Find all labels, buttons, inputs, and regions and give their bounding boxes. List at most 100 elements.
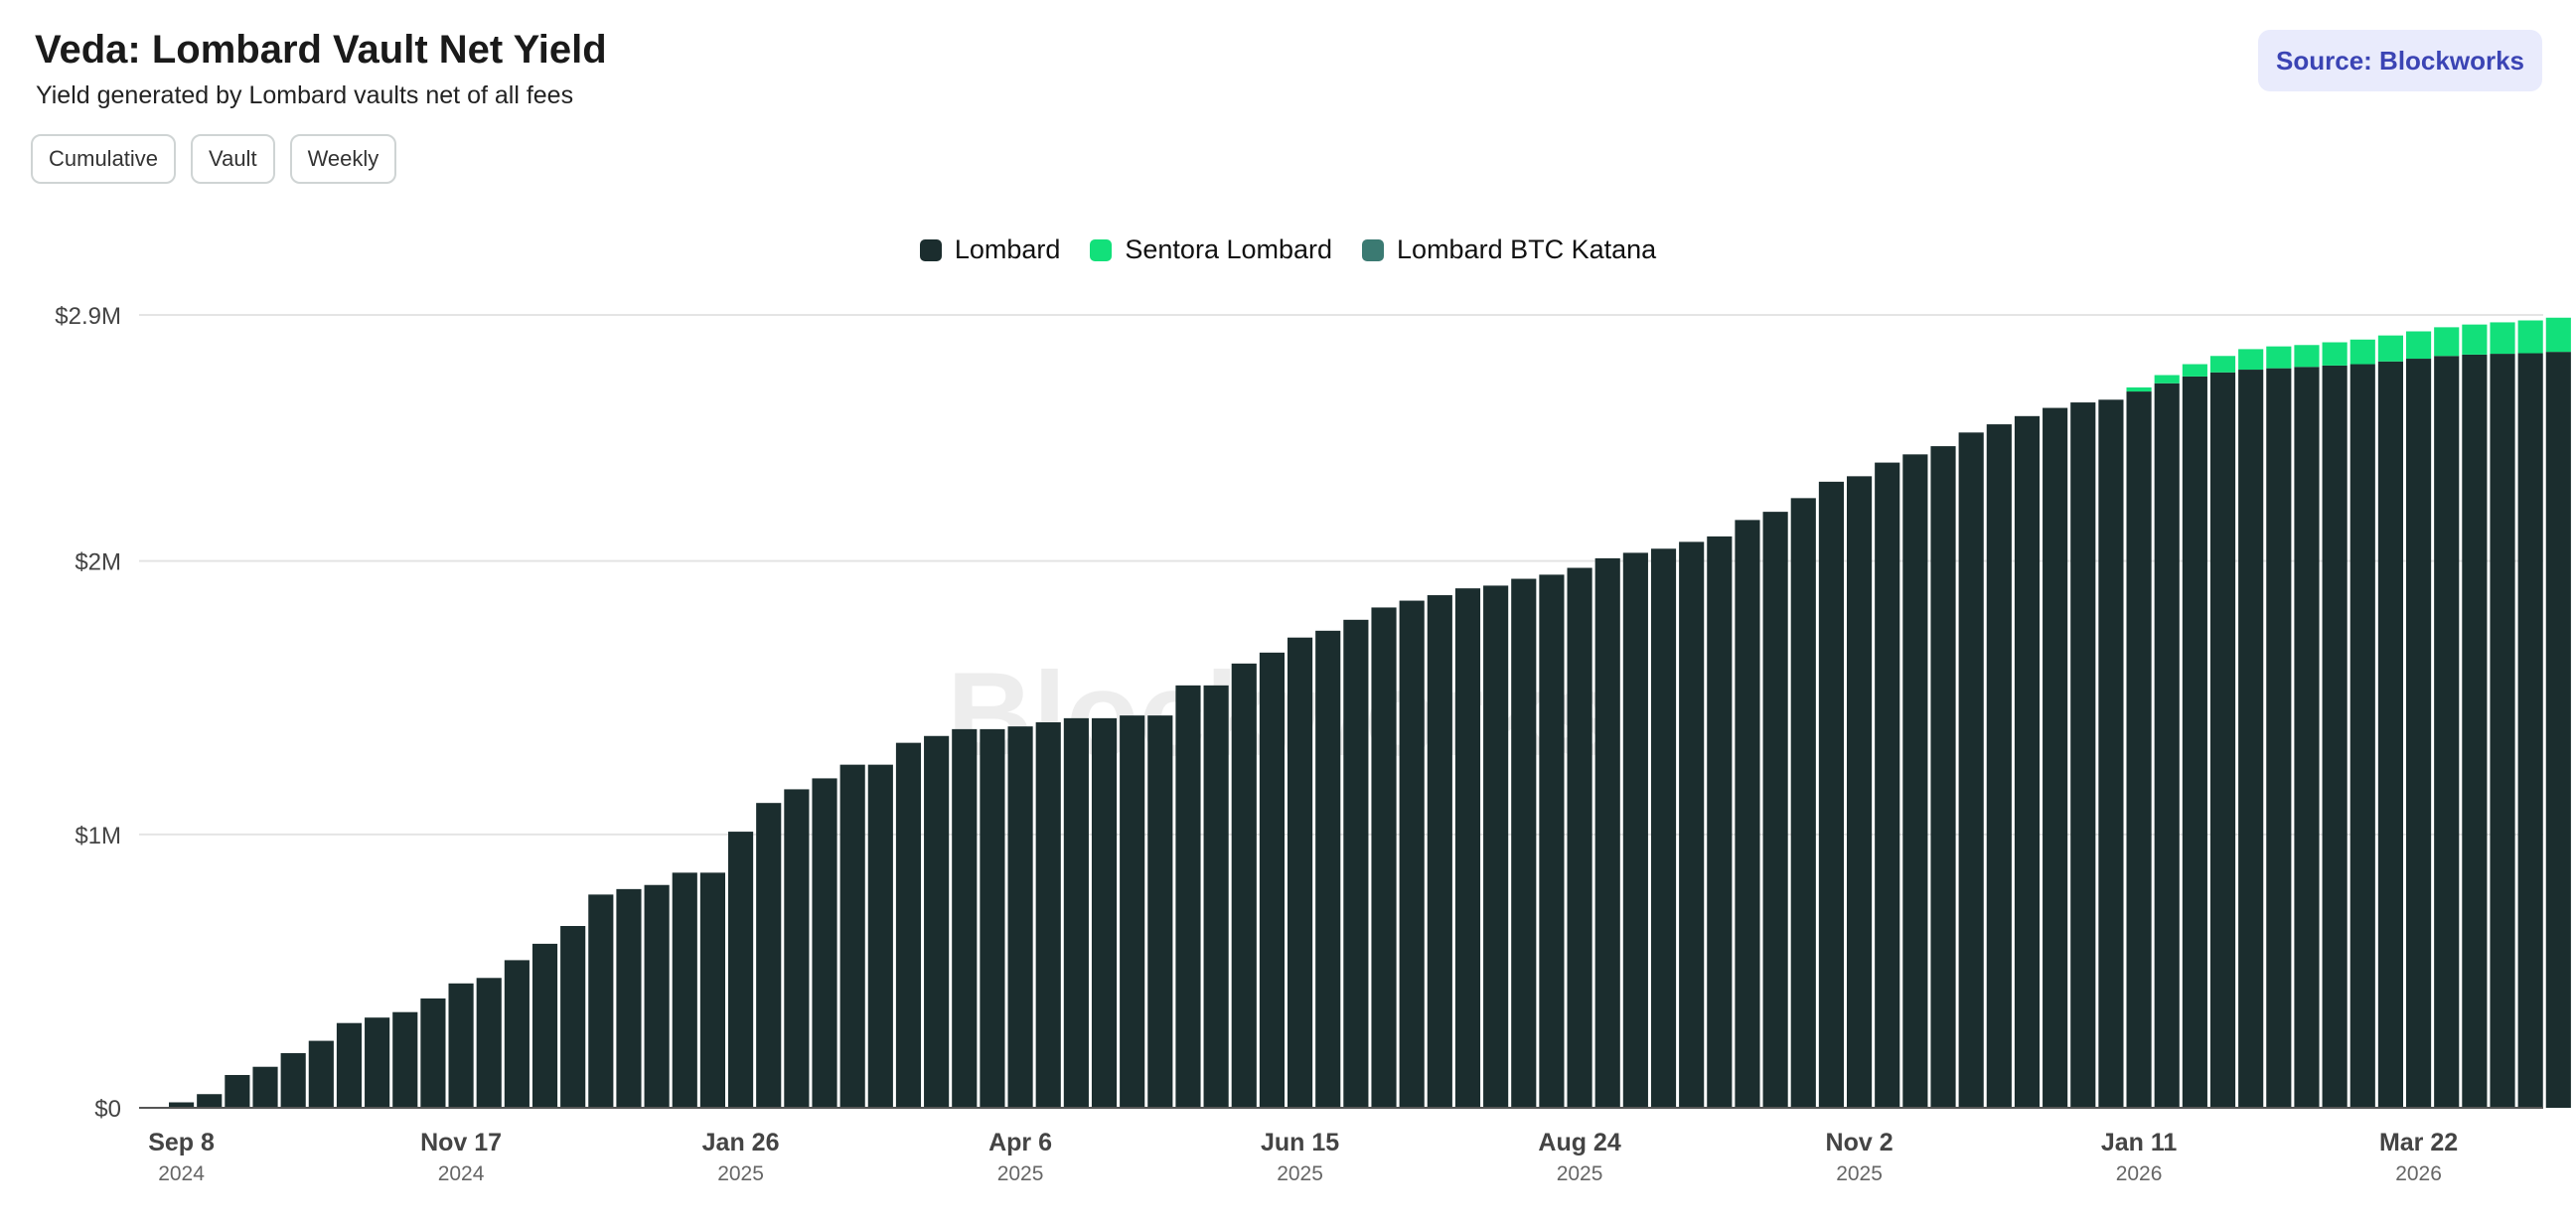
bar-lombard	[812, 778, 837, 1108]
bar-lombard	[784, 789, 810, 1108]
bar-lombard	[644, 884, 670, 1108]
y-tick-label: $2.9M	[55, 303, 121, 330]
legend-swatch-lombard-btc-katana	[1362, 238, 1385, 261]
bar-sentora-lombard	[2434, 327, 2460, 357]
weekly-button[interactable]: Weekly	[289, 134, 397, 184]
source-badge[interactable]: Source: Blockworks	[2258, 30, 2542, 91]
page-title: Veda: Lombard Vault Net Yield	[35, 28, 607, 72]
bar-sentora-lombard	[2154, 375, 2180, 384]
bar-lombard	[895, 742, 922, 1108]
x-tick-year-label: 2025	[997, 1162, 1044, 1185]
x-tick-year-label: 2025	[717, 1162, 764, 1185]
bar-lombard	[1847, 476, 1873, 1108]
bar-lombard	[2209, 372, 2236, 1108]
bar-lombard	[1622, 552, 1648, 1108]
bar-lombard	[2490, 354, 2515, 1109]
bar-lombard	[169, 1102, 195, 1108]
bar-lombard	[1343, 619, 1369, 1108]
bar-sentora-lombard	[2377, 335, 2403, 362]
bar-lombard	[2434, 356, 2460, 1108]
bar-lombard	[952, 728, 978, 1108]
bar-lombard	[1735, 520, 1760, 1108]
bar-sentora-lombard	[2349, 339, 2375, 365]
bar-lombard	[1120, 715, 1145, 1108]
bar-lombard	[1594, 557, 1620, 1108]
bar-lombard	[1288, 637, 1313, 1108]
bar-lombard	[2294, 367, 2320, 1108]
bar-lombard	[2126, 391, 2152, 1108]
bar-lombard	[1203, 685, 1229, 1108]
bar-lombard	[728, 832, 754, 1108]
bar-lombard	[699, 872, 725, 1108]
x-tick-year-label: 2026	[2395, 1162, 2442, 1185]
bar-sentora-lombard	[2266, 346, 2292, 369]
bar-lombard	[1790, 498, 1816, 1108]
legend-item-sentora-lombard[interactable]: Sentora Lombard	[1090, 234, 1332, 265]
bar-lombard	[2462, 354, 2488, 1108]
bar-lombard	[924, 735, 950, 1108]
x-tick-label: Apr 6	[988, 1129, 1052, 1156]
vault-button[interactable]: Vault	[191, 134, 275, 184]
bar-lombard	[1175, 685, 1201, 1108]
x-tick-label: Nov 2	[1826, 1129, 1894, 1156]
bar-lombard	[1930, 446, 1956, 1108]
x-tick-year-label: 2026	[2116, 1162, 2163, 1185]
bar-lombard	[1511, 578, 1537, 1108]
bar-lombard	[1315, 630, 1341, 1108]
x-tick-year-label: 2024	[158, 1162, 205, 1185]
legend-item-lombard[interactable]: Lombard	[919, 234, 1061, 265]
bar-lombard	[2545, 352, 2571, 1108]
bar-lombard	[980, 728, 1005, 1108]
chart-legend: Lombard Sentora Lombard Lombard BTC Kata…	[0, 234, 2576, 265]
view-toggle-group: Cumulative Vault Weekly	[31, 134, 397, 184]
bar-lombard	[1399, 600, 1425, 1108]
bar-lombard	[392, 1011, 418, 1108]
bar-lombard	[1259, 652, 1285, 1108]
bar-lombard	[1679, 541, 1705, 1108]
bar-sentora-lombard	[2517, 320, 2543, 354]
bar-lombard	[1147, 715, 1173, 1108]
bar-lombard	[420, 998, 446, 1108]
bar-lombard	[1427, 595, 1452, 1108]
legend-item-lombard-btc-katana[interactable]: Lombard BTC Katana	[1362, 234, 1656, 265]
cumulative-button[interactable]: Cumulative	[31, 134, 177, 184]
legend-label-lombard: Lombard	[954, 234, 1061, 264]
bar-sentora-lombard	[2126, 386, 2152, 392]
bar-lombard	[504, 960, 530, 1108]
bar-lombard	[1818, 481, 1844, 1108]
x-tick-label: Nov 17	[420, 1129, 502, 1156]
bar-lombard	[1231, 663, 1257, 1108]
bar-lombard	[1035, 722, 1061, 1108]
bar-lombard	[2322, 365, 2348, 1109]
bar-lombard	[2406, 359, 2432, 1108]
bar-lombard	[560, 926, 586, 1108]
bar-lombard	[1567, 567, 1592, 1108]
bar-lombard	[2238, 370, 2264, 1108]
x-tick-label: Mar 22	[2379, 1129, 2458, 1156]
bar-lombard	[1539, 574, 1565, 1108]
bar-sentora-lombard	[2322, 342, 2348, 366]
bar-lombard	[531, 943, 558, 1108]
bar-lombard	[1875, 462, 1900, 1108]
bar-lombard	[672, 872, 697, 1108]
bar-lombard	[1958, 432, 1984, 1108]
bar-lombard	[1454, 588, 1481, 1108]
bar-sentora-lombard	[2294, 345, 2320, 368]
bar-lombard	[336, 1022, 363, 1108]
bar-lombard	[2014, 415, 2041, 1108]
bar-lombard	[2070, 402, 2096, 1108]
bar-lombard	[308, 1040, 334, 1108]
bar-lombard	[2349, 364, 2375, 1109]
bar-lombard	[2266, 368, 2292, 1108]
bar-sentora-lombard	[2545, 317, 2571, 353]
x-tick-label: Aug 24	[1538, 1129, 1620, 1156]
bar-lombard	[280, 1052, 306, 1108]
bar-lombard	[839, 764, 865, 1108]
x-tick-label: Jan 26	[702, 1129, 780, 1156]
bar-lombard	[2517, 353, 2543, 1108]
bar-lombard	[1902, 454, 1928, 1108]
bar-sentora-lombard	[2490, 322, 2515, 355]
bar-sentora-lombard	[2462, 324, 2488, 355]
x-tick-year-label: 2025	[1836, 1162, 1883, 1185]
